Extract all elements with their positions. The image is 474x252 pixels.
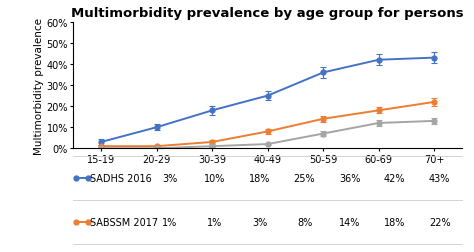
Text: 1%: 1%: [162, 217, 177, 227]
Text: SABSSM 2017: SABSSM 2017: [90, 217, 158, 227]
Y-axis label: Multimorbidity prevalence: Multimorbidity prevalence: [34, 17, 44, 154]
Text: 43%: 43%: [429, 173, 450, 183]
Text: SADHS 2016: SADHS 2016: [90, 173, 151, 183]
Text: 3%: 3%: [162, 173, 177, 183]
Text: 25%: 25%: [294, 173, 315, 183]
Title: Multimorbidity prevalence by age group for persons: Multimorbidity prevalence by age group f…: [72, 7, 464, 20]
Text: 18%: 18%: [249, 173, 270, 183]
Text: 8%: 8%: [297, 217, 312, 227]
Text: 1%: 1%: [207, 217, 222, 227]
Text: 14%: 14%: [339, 217, 360, 227]
Text: 42%: 42%: [384, 173, 405, 183]
Text: 10%: 10%: [204, 173, 225, 183]
Text: 22%: 22%: [429, 217, 450, 227]
Text: 18%: 18%: [384, 217, 405, 227]
Text: 3%: 3%: [252, 217, 267, 227]
Text: 36%: 36%: [339, 173, 360, 183]
